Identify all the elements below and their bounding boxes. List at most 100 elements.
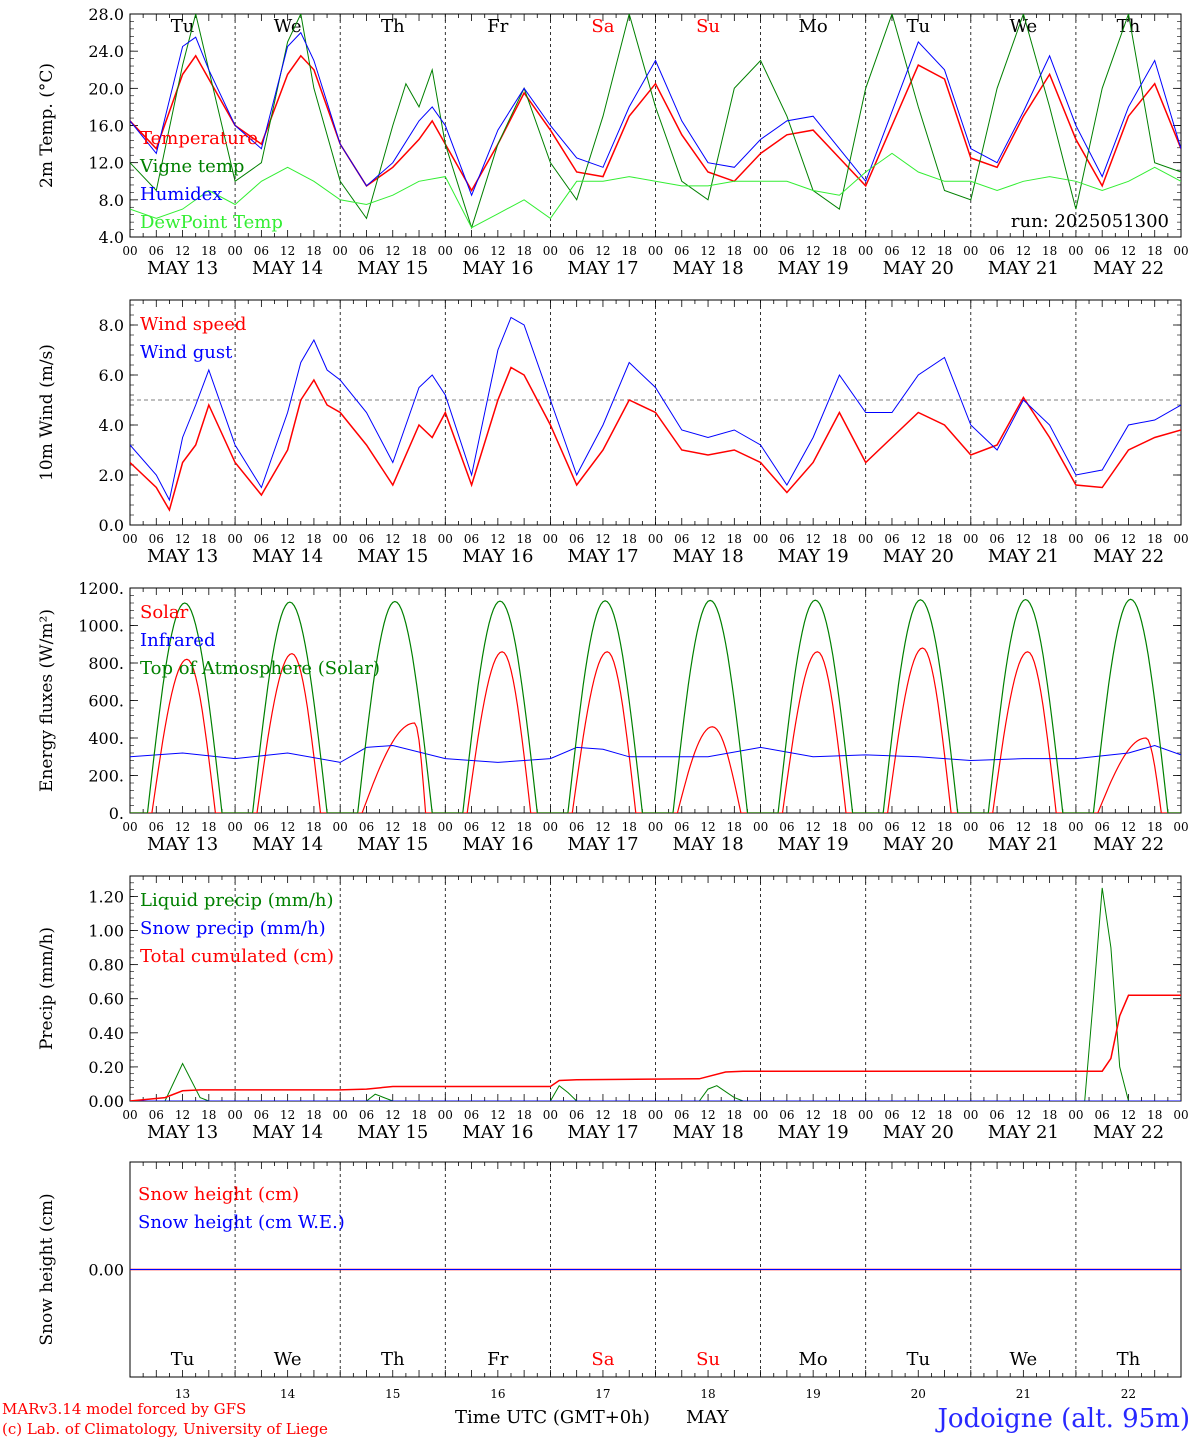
weekday-label: Fr (487, 16, 508, 37)
hour-tick-label: 18 (411, 244, 426, 258)
hour-tick-label: 18 (622, 244, 637, 258)
hour-tick-label: 06 (569, 1108, 584, 1122)
legend-entry: Infrared (140, 630, 215, 651)
date-label: MAY 17 (567, 1122, 638, 1143)
hour-tick-label: 18 (727, 820, 742, 834)
weekday-label: Th (1117, 1349, 1141, 1370)
y-tick-label: 0.40 (88, 1024, 124, 1043)
hour-tick-label: 00 (963, 532, 978, 546)
hour-tick-label: 06 (569, 820, 584, 834)
hour-tick-label: 12 (385, 244, 400, 258)
y-tick-label: 0.60 (88, 990, 124, 1009)
y-tick-label: 0. (109, 804, 124, 823)
hour-tick-label: 12 (700, 820, 715, 834)
hour-tick-label: 12 (1121, 532, 1136, 546)
y-tick-label: 20.0 (88, 79, 124, 98)
day-number-label: 17 (595, 1387, 610, 1401)
date-label: MAY 19 (778, 258, 849, 279)
hour-tick-label: 00 (1173, 1108, 1188, 1122)
hour-tick-label: 12 (806, 532, 821, 546)
hour-tick-label: 06 (884, 1108, 899, 1122)
weekday-label: Fr (487, 1349, 508, 1370)
hour-tick-label: 00 (333, 532, 348, 546)
hour-tick-label: 00 (227, 820, 242, 834)
hour-tick-label: 06 (254, 532, 269, 546)
hour-tick-label: 18 (1147, 244, 1162, 258)
hour-tick-label: 00 (648, 1108, 663, 1122)
date-label: MAY 18 (672, 258, 743, 279)
time-axis-label: Time UTC (GMT+0h) (455, 1407, 650, 1428)
hour-tick-label: 06 (1095, 532, 1110, 546)
hour-tick-label: 18 (201, 244, 216, 258)
hour-tick-label: 18 (411, 532, 426, 546)
hour-tick-label: 18 (1042, 1108, 1057, 1122)
legend-entry: Liquid precip (mm/h) (140, 890, 334, 911)
hour-tick-label: 12 (1016, 532, 1031, 546)
hour-tick-label: 12 (1121, 820, 1136, 834)
weekday-label: Th (381, 1349, 405, 1370)
hour-tick-label: 06 (254, 1108, 269, 1122)
hour-tick-label: 06 (359, 1108, 374, 1122)
day-number-label: 20 (911, 1387, 926, 1401)
footer: MARv3.14 model forced by GFS (c) Lab. of… (2, 1400, 1190, 1438)
legend-entry: Solar (140, 602, 189, 623)
hour-tick-label: 18 (516, 820, 531, 834)
hour-tick-label: 06 (464, 532, 479, 546)
date-label: MAY 18 (672, 1122, 743, 1143)
date-label: MAY 22 (1093, 546, 1164, 567)
hour-tick-label: 06 (989, 1108, 1004, 1122)
hour-tick-label: 06 (464, 1108, 479, 1122)
hour-tick-label: 00 (122, 820, 137, 834)
date-label: MAY 18 (672, 546, 743, 567)
hour-tick-label: 18 (201, 820, 216, 834)
date-label: MAY 20 (883, 258, 954, 279)
hour-tick-label: 18 (1042, 532, 1057, 546)
series-line-dewpoint-temp (130, 152, 1181, 229)
hour-tick-label: 18 (516, 1108, 531, 1122)
hour-tick-label: 06 (464, 244, 479, 258)
hour-tick-label: 18 (411, 820, 426, 834)
credit-line-2: (c) Lab. of Climatology, University of L… (2, 1420, 328, 1438)
hour-tick-label: 06 (569, 244, 584, 258)
date-label: MAY 21 (988, 258, 1059, 279)
hour-tick-label: 18 (1147, 532, 1162, 546)
hour-tick-label: 12 (280, 532, 295, 546)
hour-tick-label: 06 (149, 820, 164, 834)
date-label: MAY 20 (883, 546, 954, 567)
day-number-label: 18 (700, 1387, 715, 1401)
hour-tick-label: 12 (806, 244, 821, 258)
hour-tick-label: 00 (543, 532, 558, 546)
hour-tick-label: 18 (832, 1108, 847, 1122)
weekday-label: We (1010, 1349, 1038, 1370)
date-label: MAY 13 (147, 1122, 218, 1143)
hour-tick-label: 12 (806, 820, 821, 834)
y-tick-label: 28.0 (88, 5, 124, 24)
hour-tick-label: 00 (648, 532, 663, 546)
y-tick-label: 4.0 (99, 228, 124, 247)
date-label: MAY 17 (567, 258, 638, 279)
hour-tick-label: 12 (806, 1108, 821, 1122)
date-label: MAY 16 (462, 1122, 533, 1143)
day-number-label: 19 (806, 1387, 821, 1401)
y-tick-label: 0.00 (88, 1092, 124, 1111)
date-label: MAY 19 (778, 834, 849, 855)
date-label: MAY 20 (883, 834, 954, 855)
hour-tick-label: 00 (438, 532, 453, 546)
hour-tick-label: 00 (438, 1108, 453, 1122)
hour-tick-label: 00 (1173, 820, 1188, 834)
weekday-label: Su (696, 16, 720, 37)
panel-5: Tu We Th Fr Sa Su Mo Tu We Th 13 14 15 16 17 18 19 20 21 22… (37, 1161, 1182, 1401)
hour-tick-label: 06 (674, 532, 689, 546)
hour-tick-label: 12 (1016, 820, 1031, 834)
y-tick-label: 1.00 (88, 922, 124, 941)
hour-tick-label: 00 (858, 244, 873, 258)
hour-tick-label: 00 (333, 1108, 348, 1122)
hour-tick-label: 00 (543, 244, 558, 258)
hour-tick-label: 06 (149, 1108, 164, 1122)
hour-tick-label: 06 (359, 244, 374, 258)
hour-tick-label: 06 (1095, 820, 1110, 834)
hour-tick-label: 12 (911, 532, 926, 546)
day-number-label: 16 (490, 1387, 505, 1401)
